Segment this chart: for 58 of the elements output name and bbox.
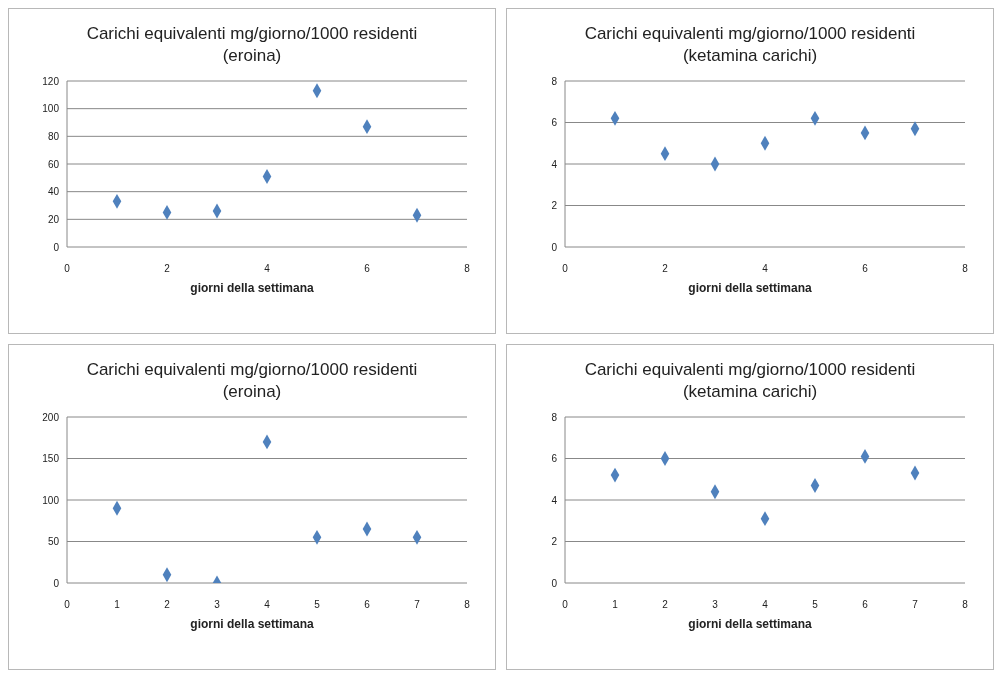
chart-title: Carichi equivalenti mg/giorno/1000 residenti (ketamina carichi)	[583, 359, 917, 403]
y-tick-label: 100	[42, 103, 60, 115]
x-tick-label: 0	[562, 599, 569, 611]
y-tick-label: 80	[47, 130, 60, 142]
y-tick-label: 100	[42, 494, 60, 506]
x-tick-label: 2	[164, 263, 171, 275]
chart-title: Carichi equivalenti mg/giorno/1000 residenti (eroina)	[85, 359, 419, 403]
x-axis-title: giorni della settimana	[688, 281, 812, 295]
y-tick-label: 6	[551, 453, 558, 465]
x-tick-label: 2	[662, 263, 669, 275]
x-tick-label: 6	[364, 599, 371, 611]
x-axis-title: giorni della settimana	[190, 617, 314, 631]
x-tick-label: 8	[962, 263, 969, 275]
x-axis-title: giorni della settimana	[688, 617, 812, 631]
x-tick-label: 0	[64, 599, 71, 611]
y-tick-label: 20	[47, 213, 60, 225]
x-axis-title: giorni della settimana	[190, 281, 314, 295]
y-tick-label: 150	[42, 453, 60, 465]
y-tick-label: 2	[551, 200, 558, 212]
y-tick-label: 60	[47, 158, 60, 170]
y-tick-label: 4	[551, 494, 558, 506]
y-tick-label: 50	[47, 536, 60, 548]
y-tick-label: 8	[551, 75, 558, 87]
y-tick-label: 0	[53, 577, 60, 589]
y-tick-label: 40	[47, 186, 60, 198]
x-tick-label: 5	[314, 599, 321, 611]
x-tick-label: 4	[762, 599, 769, 611]
x-tick-label: 0	[562, 263, 569, 275]
x-tick-label: 3	[712, 599, 719, 611]
x-tick-label: 3	[214, 599, 221, 611]
chart-title: Carichi equivalenti mg/giorno/1000 residenti (ketamina carichi)	[583, 23, 917, 67]
x-tick-label: 1	[114, 599, 121, 611]
x-tick-label: 6	[862, 263, 869, 275]
y-tick-label: 120	[42, 75, 60, 87]
x-tick-label: 8	[464, 599, 471, 611]
x-tick-label: 4	[762, 263, 769, 275]
y-tick-label: 0	[551, 241, 558, 253]
y-tick-label: 8	[551, 411, 558, 423]
x-tick-label: 5	[812, 599, 819, 611]
y-tick-label: 0	[53, 241, 60, 253]
x-tick-label: 6	[862, 599, 869, 611]
x-tick-label: 7	[414, 599, 421, 611]
y-tick-label: 2	[551, 536, 558, 548]
y-tick-label: 0	[551, 577, 558, 589]
x-tick-label: 1	[612, 599, 619, 611]
x-tick-label: 6	[364, 263, 371, 275]
x-tick-label: 2	[164, 599, 171, 611]
x-tick-label: 8	[464, 263, 471, 275]
y-tick-label: 6	[551, 117, 558, 129]
x-tick-label: 0	[64, 263, 71, 275]
x-tick-label: 8	[962, 599, 969, 611]
y-tick-label: 4	[551, 158, 558, 170]
chart-title: Carichi equivalenti mg/giorno/1000 residenti (eroina)	[85, 23, 419, 67]
x-tick-label: 4	[264, 599, 271, 611]
y-tick-label: 200	[42, 411, 60, 423]
x-tick-label: 7	[912, 599, 919, 611]
x-tick-label: 2	[662, 599, 669, 611]
x-tick-label: 4	[264, 263, 271, 275]
